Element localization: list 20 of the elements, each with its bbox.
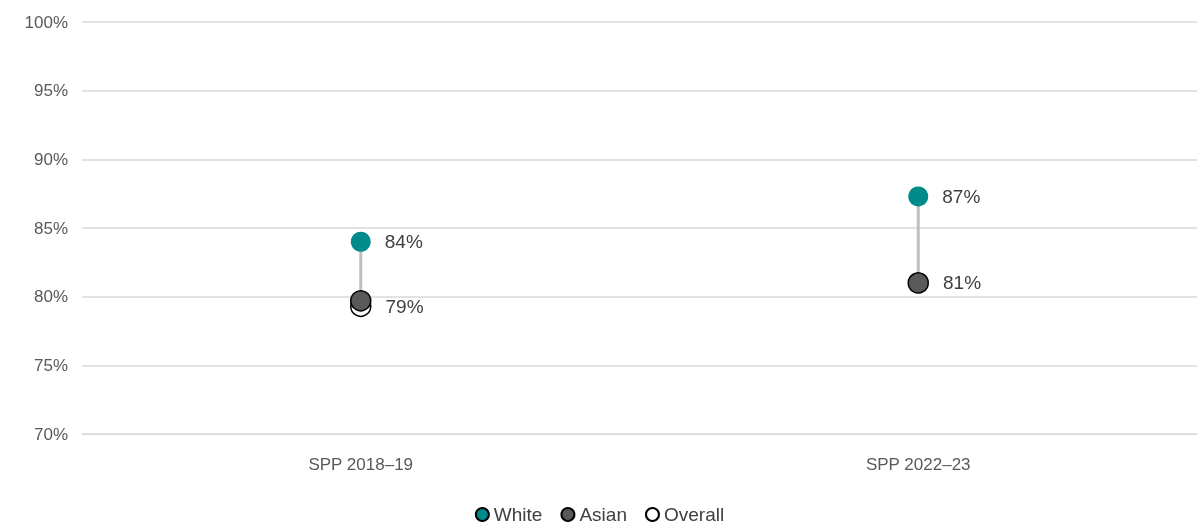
y-tick-label: 85% xyxy=(33,218,68,238)
data-label: 81% xyxy=(943,272,982,294)
y-tick-label: 75% xyxy=(33,355,68,375)
y-tick-label: 80% xyxy=(33,287,68,307)
data-label: 79% xyxy=(385,295,424,317)
y-tick-label: 100% xyxy=(24,12,68,32)
x-tick-label: SPP 2022–23 xyxy=(865,455,971,474)
point xyxy=(908,186,929,207)
point xyxy=(350,290,372,312)
y-tick-label: 95% xyxy=(33,81,68,101)
x-tick-label: SPP 2018–19 xyxy=(308,455,414,474)
data-label: 84% xyxy=(384,231,423,253)
legend-label: Asian xyxy=(579,504,627,525)
y-tick-label: 70% xyxy=(33,424,68,444)
y-tick-label: 90% xyxy=(33,149,68,169)
legend-label: Overall xyxy=(663,504,725,525)
legend-label: White xyxy=(493,504,543,525)
data-label: 87% xyxy=(942,185,981,207)
point xyxy=(907,272,929,294)
point xyxy=(350,231,371,252)
